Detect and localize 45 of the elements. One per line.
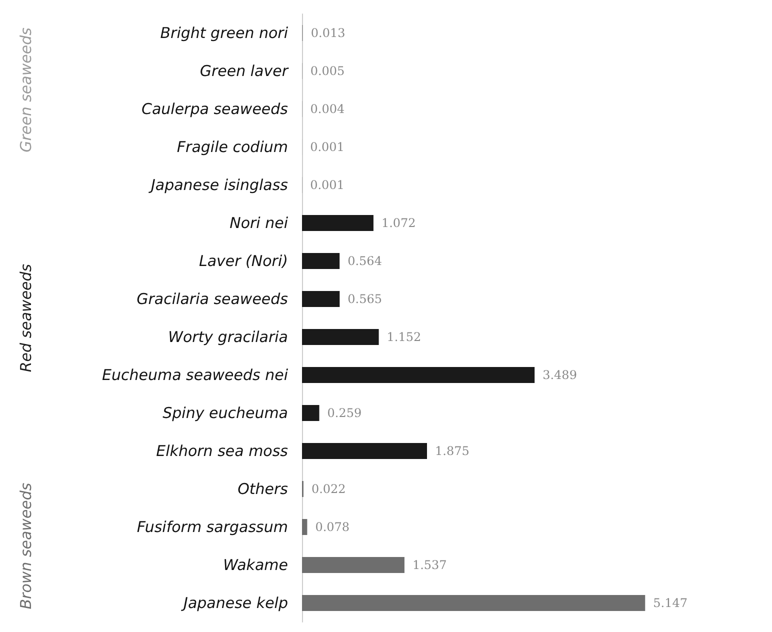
y-tick-label: Others <box>238 480 288 498</box>
bar <box>302 519 308 535</box>
y-tick-label: Spiny eucheuma <box>162 404 288 422</box>
data-label: 0.005 <box>310 64 345 78</box>
y-tick-label: Worty gracilaria <box>168 328 288 346</box>
data-label: 3.489 <box>542 368 577 382</box>
data-label: 1.152 <box>386 330 422 344</box>
data-label: 1.072 <box>381 216 416 230</box>
data-label: 0.564 <box>348 254 382 268</box>
y-tick-label: Japanese kelp <box>180 594 288 612</box>
y-tick-label: Fusiform sargassum <box>136 518 288 536</box>
y-tick-label: Eucheuma seaweeds nei <box>102 366 289 384</box>
data-label: 0.565 <box>348 292 382 306</box>
y-tick-label: Bright green nori <box>160 24 289 42</box>
bar <box>302 367 535 383</box>
y-tick-label: Elkhorn sea moss <box>156 442 288 460</box>
data-label: 5.147 <box>653 596 688 610</box>
y-tick-label: Green laver <box>200 62 289 80</box>
data-label: 0.013 <box>310 26 346 40</box>
y-tick-label: Gracilaria seaweeds <box>136 290 288 308</box>
bar <box>302 405 320 421</box>
bar <box>302 557 404 573</box>
bar <box>302 329 379 345</box>
y-tick-label: Japanese isinglass <box>148 176 288 194</box>
text: Green seaweeds <box>17 27 35 152</box>
text: Red seaweeds <box>17 264 35 372</box>
data-label: 0.078 <box>315 520 350 534</box>
y-tick-label: Wakame <box>223 556 288 574</box>
data-label: 0.022 <box>311 482 346 496</box>
data-label: 0.001 <box>310 140 344 154</box>
text: Brown seaweeds <box>17 482 35 610</box>
y-tick-label: Nori nei <box>230 214 289 232</box>
y-tick-label: Caulerpa seaweeds <box>141 100 288 118</box>
data-label: 1.875 <box>435 444 470 458</box>
data-label: 0.259 <box>327 406 362 420</box>
bar <box>302 215 374 231</box>
data-label: 0.001 <box>310 178 344 192</box>
bar <box>302 595 646 611</box>
y-tick-label: Fragile codium <box>176 138 288 156</box>
bar <box>302 291 340 307</box>
data-label: 1.537 <box>412 558 447 572</box>
bar <box>302 443 427 459</box>
data-label: 0.004 <box>310 102 345 116</box>
y-tick-label: Laver (Nori) <box>198 252 288 270</box>
bar <box>302 253 340 269</box>
